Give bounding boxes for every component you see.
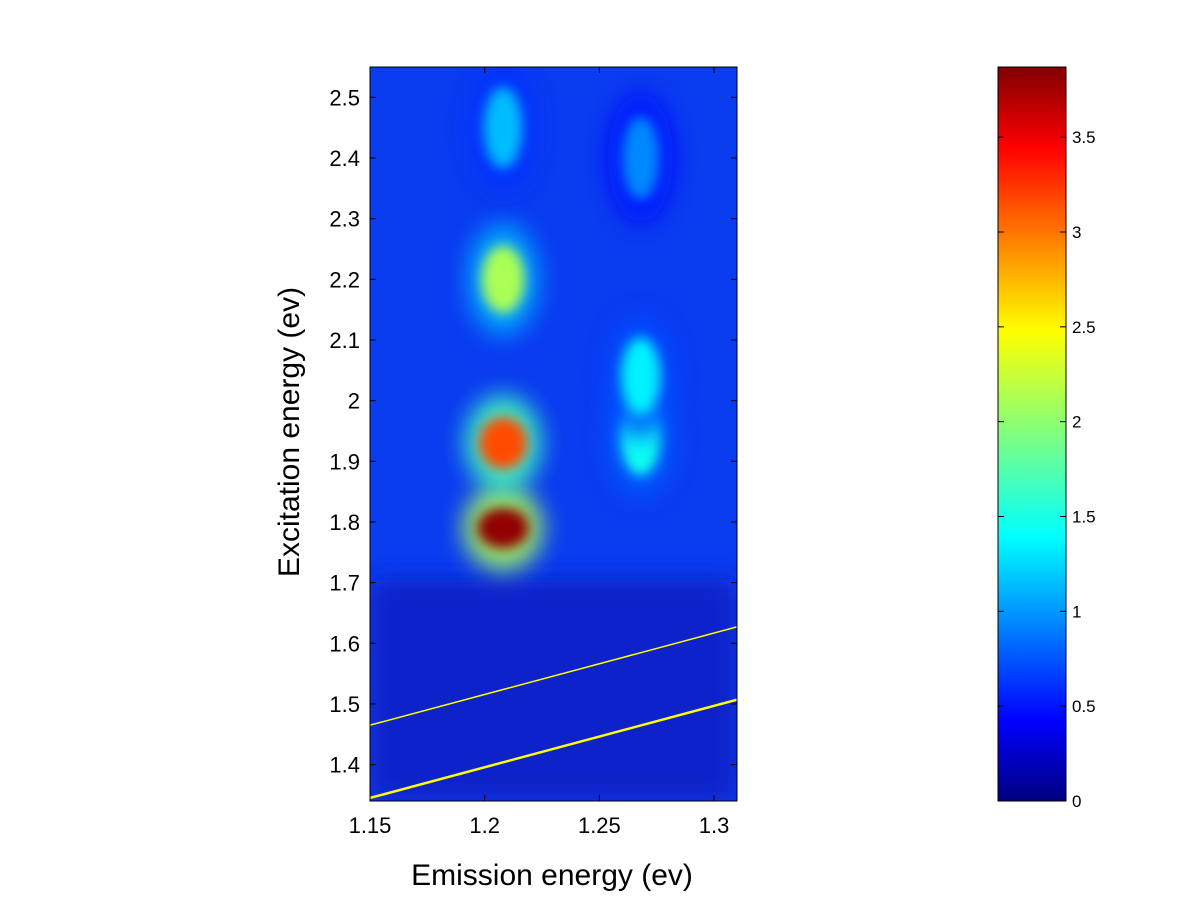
feature-core bbox=[483, 86, 523, 169]
overlay-lines bbox=[370, 626, 737, 800]
y-tick-label: 1.5 bbox=[329, 692, 360, 717]
colorbar-tick-label: 3 bbox=[1072, 223, 1081, 242]
feature-core bbox=[621, 337, 661, 416]
y-tick-label: 2.5 bbox=[329, 85, 360, 110]
x-tick-label: 1.25 bbox=[578, 813, 621, 838]
colorbar-tick-label: 1.5 bbox=[1072, 508, 1096, 527]
colorbar-tick-label: 0.5 bbox=[1072, 697, 1096, 716]
y-axis-ticks: 1.4 1.5 1.6 1.7 1.8 1.9 2 2.1 2.2 2.3 2.4 2.5 bbox=[329, 85, 737, 778]
y-tick-label: 1.4 bbox=[329, 753, 360, 778]
feature-core bbox=[481, 245, 525, 314]
colorbar-tick-label: 2.5 bbox=[1072, 318, 1096, 337]
x-tick-label: 1.2 bbox=[469, 813, 500, 838]
overlay-line bbox=[370, 698, 737, 800]
y-tick-label: 1.9 bbox=[329, 449, 360, 474]
y-tick-label: 2.4 bbox=[329, 146, 360, 171]
y-tick-label: 2 bbox=[348, 389, 360, 414]
colorbar-tick-label: 0 bbox=[1072, 792, 1081, 811]
colorbar-tick-label: 2 bbox=[1072, 413, 1081, 432]
y-axis-label: Excitation energy (ev) bbox=[273, 287, 306, 577]
y-tick-label: 1.8 bbox=[329, 510, 360, 535]
feature-core bbox=[479, 417, 528, 470]
intensity-features bbox=[463, 67, 675, 571]
heatmap-plot bbox=[370, 67, 737, 801]
colorbar-tick-label: 1 bbox=[1072, 602, 1081, 621]
low-band-dark bbox=[370, 580, 737, 801]
colorbar-ticks: 0 0.5 1 1.5 2 2.5 3 3.5 bbox=[998, 128, 1096, 811]
x-tick-label: 1.15 bbox=[349, 813, 392, 838]
y-tick-label: 2.2 bbox=[329, 267, 360, 292]
y-tick-label: 2.1 bbox=[329, 328, 360, 353]
x-tick-label: 1.3 bbox=[699, 813, 730, 838]
y-tick-label: 1.6 bbox=[329, 631, 360, 656]
y-tick-label: 2.3 bbox=[329, 207, 360, 232]
x-axis-label: Emission energy (ev) bbox=[411, 859, 693, 892]
plot-frame bbox=[369, 66, 738, 802]
feature-core bbox=[477, 507, 529, 549]
x-axis-ticks: 1.15 1.2 1.25 1.3 bbox=[349, 67, 730, 838]
colorbar-tick-label: 3.5 bbox=[1072, 128, 1096, 147]
feature-core bbox=[622, 115, 660, 201]
y-tick-label: 1.7 bbox=[329, 571, 360, 596]
overlay-line bbox=[370, 626, 737, 726]
colorbar-gradient bbox=[997, 66, 1067, 802]
colorbar: 0 0.5 1 1.5 2 2.5 3 3.5 bbox=[997, 66, 1096, 811]
